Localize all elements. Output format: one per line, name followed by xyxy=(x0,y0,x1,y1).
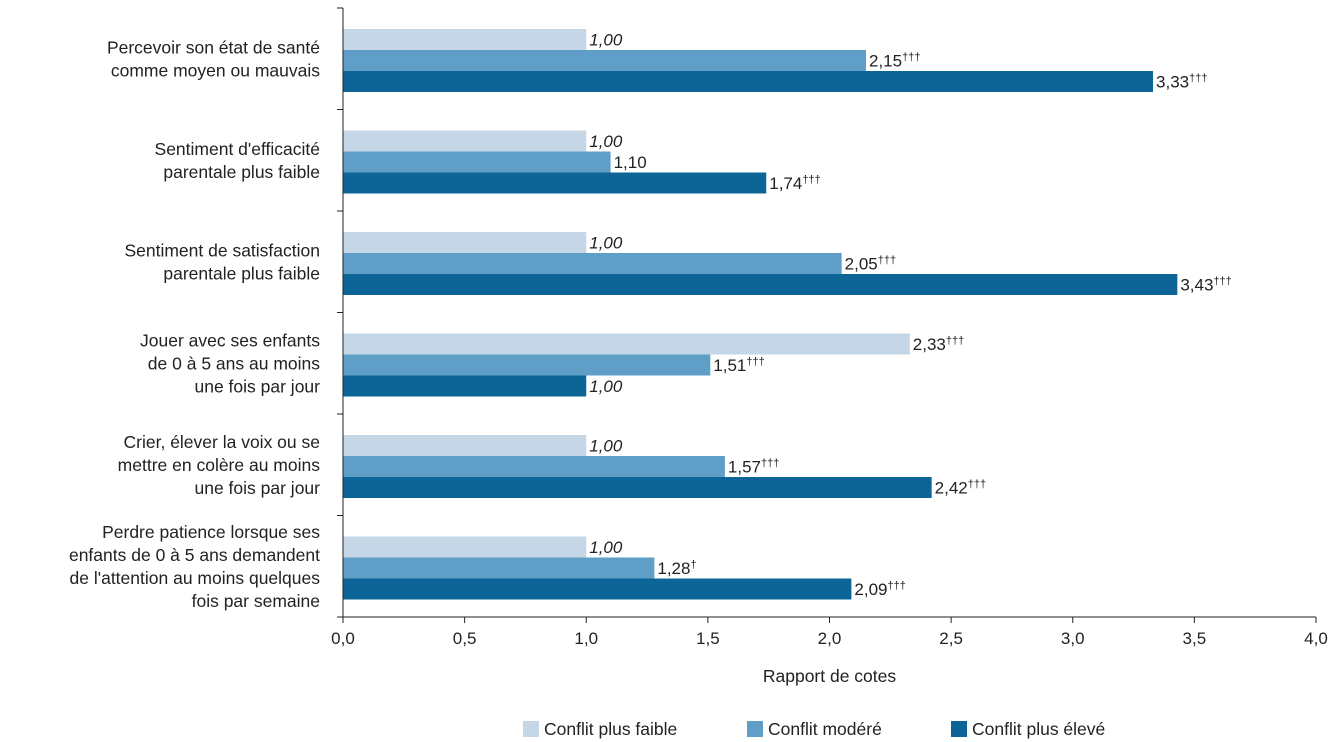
bar xyxy=(343,29,587,50)
data-label: 3,33††† xyxy=(1156,73,1207,92)
category-label: Sentiment d'efficacité parentale plus fai… xyxy=(155,139,320,182)
data-label: 1,28† xyxy=(657,559,696,578)
x-ticks-group: 0,0 0,5 1,0 1,5 2,0 2,5 3,0 3,5 4,0 xyxy=(331,7,1328,648)
x-tick-label: 1,5 xyxy=(696,629,720,648)
data-label: 3,43††† xyxy=(1180,276,1231,295)
x-tick-label: 1,0 xyxy=(574,629,598,648)
category-labels-group: Percevoir son état de santé comme moyen o… xyxy=(69,37,320,611)
bar xyxy=(343,536,587,558)
category-label: Jouer avec ses enfants de 0 à 5 ans au mo… xyxy=(140,330,320,396)
data-label: 1,00 xyxy=(589,437,623,456)
data-label: 1,57††† xyxy=(728,458,779,477)
data-label: 1,00 xyxy=(589,377,623,396)
bars-group xyxy=(343,29,1178,600)
x-tick-label: 3,0 xyxy=(1061,629,1085,648)
data-label: 2,05††† xyxy=(845,255,896,274)
legend-label: Conflit modéré xyxy=(768,719,882,739)
legend-swatch xyxy=(747,721,763,737)
legend-label: Conflit plus élevé xyxy=(972,719,1105,739)
legend: Conflit plus faible Conflit modéré Conflit… xyxy=(523,719,1105,739)
bar xyxy=(343,557,655,579)
data-label: 1,74††† xyxy=(769,174,820,193)
axes-group xyxy=(342,8,1316,618)
bar xyxy=(343,130,587,152)
x-tick-label: 3,5 xyxy=(1183,629,1207,648)
x-tick-label: 2,5 xyxy=(939,629,963,648)
x-axis-title: Rapport de cotes xyxy=(763,666,897,686)
bar xyxy=(343,578,852,600)
legend-swatch xyxy=(523,721,539,737)
data-label: 1,00 xyxy=(589,31,623,50)
bar xyxy=(343,274,1178,295)
bar xyxy=(343,71,1154,92)
x-tick-label: 0,0 xyxy=(331,629,355,648)
bar xyxy=(343,477,932,498)
bar xyxy=(343,172,767,194)
legend-swatch xyxy=(951,721,967,737)
x-tick-label: 2,0 xyxy=(818,629,842,648)
bar xyxy=(343,253,842,274)
category-label: Perdre patience lorsque ses enfants de 0 … xyxy=(69,522,320,611)
bar xyxy=(343,354,711,376)
data-label: 2,33††† xyxy=(913,335,964,354)
data-label: 1,00 xyxy=(589,538,623,557)
bar xyxy=(343,232,587,253)
data-label: 1,00 xyxy=(589,132,623,151)
legend-label: Conflit plus faible xyxy=(544,719,677,739)
data-label: 1,10 xyxy=(614,153,647,172)
data-label: 1,00 xyxy=(589,234,623,253)
data-label: 1,51††† xyxy=(713,356,764,375)
bar xyxy=(343,151,611,173)
data-label: 2,09††† xyxy=(854,580,905,599)
bar xyxy=(343,375,587,397)
x-tick-label: 0,5 xyxy=(453,629,477,648)
data-label: 2,15††† xyxy=(869,52,920,71)
data-label: 2,42††† xyxy=(935,479,986,498)
value-labels-group: 1,00 2,15††† 3,33††† 1,00 1,10 1,74††† 1,00 2,0… xyxy=(589,31,1232,600)
bar xyxy=(343,435,587,456)
x-tick-label: 4,0 xyxy=(1304,629,1328,648)
bar xyxy=(343,50,866,71)
category-label: Percevoir son état de santé comme moyen o… xyxy=(107,37,320,80)
category-label: Crier, élever la voix ou se mettre en col… xyxy=(118,432,321,498)
bar xyxy=(343,456,725,477)
bar xyxy=(343,333,910,355)
category-label: Sentiment de satisfaction parentale plus … xyxy=(124,240,320,283)
